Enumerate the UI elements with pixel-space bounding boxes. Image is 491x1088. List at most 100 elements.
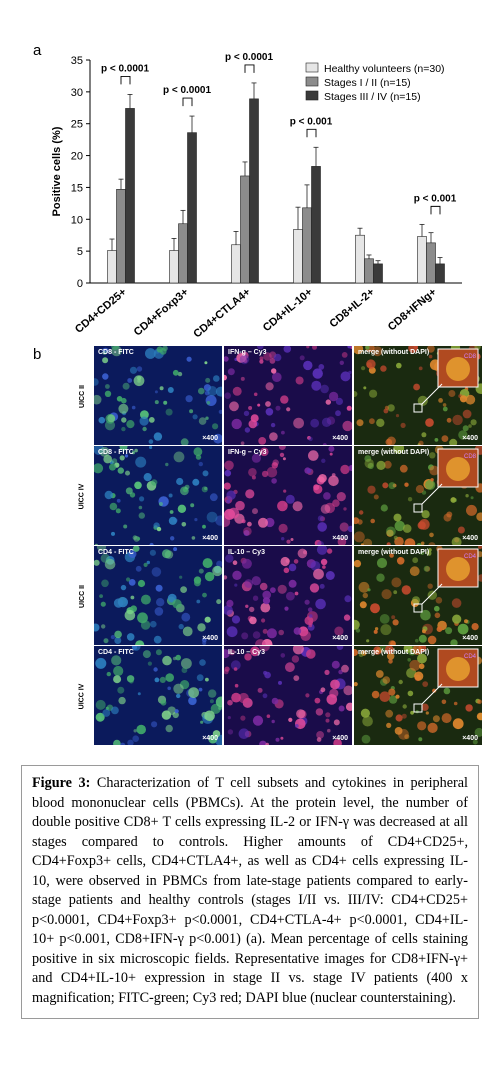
p-value-annotation: p < 0.0001 xyxy=(163,85,212,96)
legend-swatch xyxy=(305,76,319,87)
significance-bracket xyxy=(430,205,441,215)
bar xyxy=(249,98,259,284)
micrograph-title: merge (without DAPI) xyxy=(358,549,430,556)
micrograph-image: CD4 xyxy=(354,546,482,645)
micrograph-title: IFN-g – Cy3 xyxy=(228,449,267,456)
zoom-inset-cell xyxy=(446,357,470,381)
y-tick-label: 20 xyxy=(71,151,83,163)
significance-bracket xyxy=(306,128,317,138)
y-tick-label: 35 xyxy=(71,55,83,67)
micrograph-title: IL-10 – Cy3 xyxy=(228,549,265,556)
zoom-connector xyxy=(421,583,443,605)
row-label-text: UICC IV xyxy=(78,483,86,509)
magnification-label: ×400 xyxy=(332,735,348,742)
magnification-label: ×400 xyxy=(202,535,218,542)
zoom-source-box xyxy=(413,503,423,513)
zoom-source-box xyxy=(413,603,423,613)
bar-chart: 0 5 10 15 20 25 30 35 Positive cells (%) CD4+CD25… xyxy=(51,52,462,340)
magnification-label: ×400 xyxy=(332,435,348,442)
magnification-label: ×400 xyxy=(202,735,218,742)
bar xyxy=(125,108,135,284)
bar xyxy=(364,258,374,284)
significance-bracket xyxy=(120,75,131,85)
bar xyxy=(417,236,427,284)
micrograph-title: CD8 - FITC xyxy=(98,349,134,356)
y-tick-label: 15 xyxy=(71,182,83,194)
micrograph-panel: CD8 merge (without DAPI) ×400 xyxy=(354,446,482,546)
zoom-connector xyxy=(421,483,443,505)
bar xyxy=(426,242,436,284)
micrograph-panel: CD4 merge (without DAPI) ×400 xyxy=(354,646,482,746)
caption-text: Characterization of T cell subsets and c… xyxy=(32,775,468,1006)
panel-b-label: b xyxy=(33,346,42,363)
legend-swatch xyxy=(305,90,319,101)
row-label-text: UICC II xyxy=(78,384,86,408)
row-label: UICC IV xyxy=(72,446,92,546)
legend-swatch xyxy=(305,62,319,73)
micrograph-title: IL-10 – Cy3 xyxy=(228,649,265,656)
zoom-inset-label: CD8 xyxy=(464,454,477,460)
caption-label: Figure 3: xyxy=(32,775,91,791)
micrograph-title: IFN-g – Cy3 xyxy=(228,349,267,356)
x-tick-label: CD8+IL-2+ xyxy=(328,286,377,330)
magnification-label: ×400 xyxy=(332,635,348,642)
zoom-inset-cell xyxy=(446,457,470,481)
p-value-annotation: p < 0.001 xyxy=(414,193,457,204)
zoom-inset-label: CD4 xyxy=(464,654,477,660)
micrograph-image: CD8 xyxy=(354,346,482,445)
p-value-annotation: p < 0.001 xyxy=(290,116,333,127)
micrograph-image: CD4 xyxy=(354,646,482,745)
x-tick-label: CD8+IFNg+ xyxy=(386,286,439,333)
micrograph-image xyxy=(224,446,352,545)
micrograph-image xyxy=(95,646,222,745)
x-tick-label: CD4+CTLA4+ xyxy=(191,286,253,340)
micrograph-image xyxy=(224,646,352,745)
row-label: UICC II xyxy=(72,546,92,646)
bar xyxy=(187,132,197,284)
micrograph-grid: UICC II CD8 - FITC ×400 IFN-g – Cy3 ×400 CD8 m… xyxy=(72,346,482,746)
panel-a-label: a xyxy=(33,42,42,59)
magnification-label: ×400 xyxy=(462,735,478,742)
magnification-label: ×400 xyxy=(462,435,478,442)
row-label-text: UICC II xyxy=(78,584,86,608)
bar xyxy=(373,263,383,284)
y-tick-label: 0 xyxy=(77,278,83,290)
p-value-annotation: p < 0.0001 xyxy=(101,63,150,74)
bar xyxy=(231,244,241,284)
micrograph-panel: IFN-g – Cy3 ×400 xyxy=(224,446,352,546)
micrograph-image xyxy=(94,346,222,445)
micrograph-title: merge (without DAPI) xyxy=(358,449,430,456)
micrograph-title: CD4 - FITC xyxy=(98,549,134,556)
micrograph-panel: IFN-g – Cy3 ×400 xyxy=(224,346,352,446)
bar xyxy=(302,207,312,284)
magnification-label: ×400 xyxy=(202,435,218,442)
micrograph-title: merge (without DAPI) xyxy=(358,349,430,356)
significance-bracket xyxy=(182,97,193,107)
figure-caption: Figure 3: Characterization of T cell sub… xyxy=(21,765,479,1019)
micrograph-image xyxy=(224,346,352,445)
zoom-source-box xyxy=(413,403,423,413)
legend-entry: Healthy volunteers (n=30) xyxy=(324,63,445,75)
zoom-inset-label: CD4 xyxy=(464,554,477,560)
y-tick-label: 30 xyxy=(71,87,83,99)
y-tick-label: 10 xyxy=(71,214,83,226)
micrograph-panel: CD4 merge (without DAPI) ×400 xyxy=(354,546,482,646)
p-value-annotation: p < 0.0001 xyxy=(225,52,274,63)
micrograph-image xyxy=(94,546,222,645)
bar xyxy=(435,263,445,284)
bar xyxy=(169,250,179,284)
significance-bracket xyxy=(244,64,255,73)
micrograph-panel: CD8 - FITC ×400 xyxy=(94,346,222,446)
bar xyxy=(240,175,250,284)
bar xyxy=(311,166,321,284)
micrograph-image xyxy=(94,446,222,545)
magnification-label: ×400 xyxy=(202,635,218,642)
bar xyxy=(178,223,188,284)
row-label-text: UICC IV xyxy=(78,683,86,709)
micrograph-title: CD4 - FITC xyxy=(98,649,134,656)
bar xyxy=(107,250,117,284)
micrograph-panel: CD8 merge (without DAPI) ×400 xyxy=(354,346,482,446)
row-label: UICC II xyxy=(72,346,92,446)
y-axis-label: Positive cells (%) xyxy=(51,126,63,216)
micrograph-panel: CD8 - FITC ×400 xyxy=(94,446,222,546)
